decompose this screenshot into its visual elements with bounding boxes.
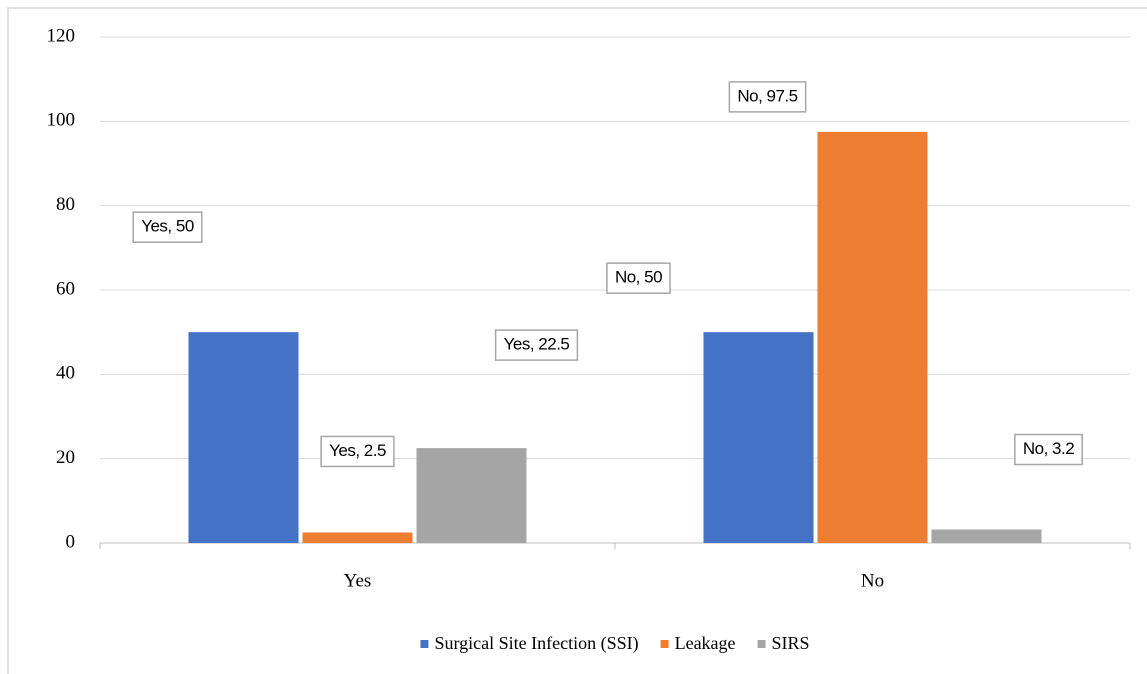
bar [817, 131, 928, 543]
bar [931, 529, 1042, 543]
legend-label: SIRS [772, 633, 810, 653]
data-label: No, 3.2 [1023, 439, 1074, 458]
data-label: Yes, 22.5 [504, 335, 570, 354]
y-tick-label: 40 [56, 363, 75, 384]
bar [703, 332, 814, 543]
data-label-box [606, 262, 671, 294]
x-tick-label: Yes [344, 570, 372, 591]
y-tick-label: 80 [56, 194, 75, 215]
data-label-box [1014, 433, 1083, 466]
y-tick-label: 100 [47, 110, 76, 131]
legend-swatch [420, 640, 429, 648]
y-tick-label: 60 [56, 278, 75, 299]
legend-label: Surgical Site Infection (SSI) [434, 633, 638, 654]
legend-label: Leakage [675, 633, 736, 653]
bar [188, 332, 299, 543]
bar [416, 448, 527, 543]
y-tick-label: 0 [66, 531, 76, 552]
data-label: Yes, 50 [141, 217, 194, 236]
data-label-box [132, 211, 203, 243]
data-label: Yes, 2.5 [329, 441, 386, 460]
data-label-box [728, 81, 807, 113]
chart-border [7, 7, 1147, 674]
data-label-box [320, 435, 395, 468]
x-tick-label: No [861, 570, 884, 591]
bar [302, 532, 413, 543]
y-tick-label: 20 [56, 447, 75, 468]
data-label: No, 50 [615, 268, 662, 287]
legend-swatch [757, 640, 766, 648]
legend-swatch [660, 640, 669, 648]
data-label-box [494, 329, 579, 361]
data-label: No, 97.5 [737, 86, 797, 105]
y-tick-label: 120 [47, 25, 76, 46]
